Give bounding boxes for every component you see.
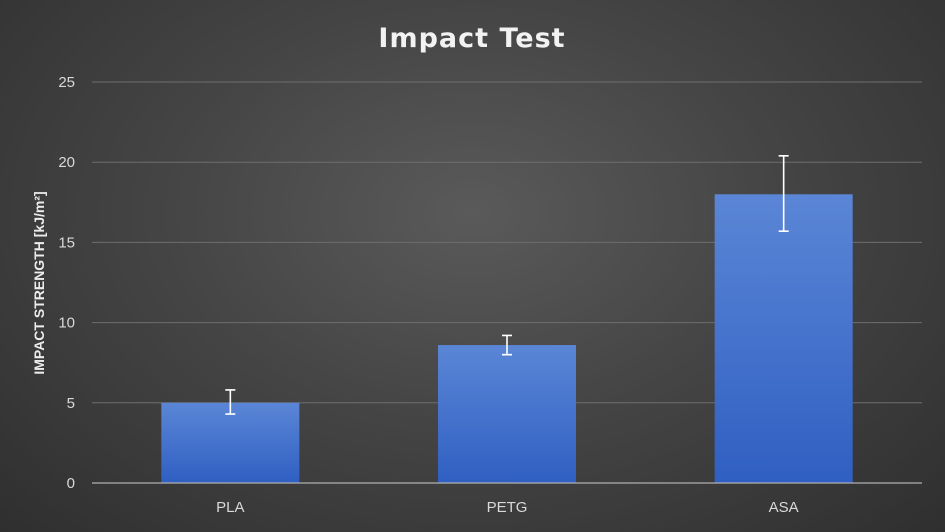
y-tick-label: 5 bbox=[67, 395, 75, 412]
x-tick-label: ASA bbox=[769, 499, 799, 516]
bar-petg bbox=[438, 345, 576, 483]
y-tick-label: 25 bbox=[58, 74, 75, 91]
y-tick-label: 0 bbox=[67, 475, 75, 492]
bar-asa bbox=[714, 194, 853, 483]
x-axis-ticks: PLA PETG ASA bbox=[216, 499, 799, 516]
y-axis-ticks: 0 5 10 15 20 25 bbox=[58, 74, 75, 492]
error-bar-petg bbox=[502, 334, 512, 356]
y-tick-label: 20 bbox=[58, 154, 75, 171]
error-bar-asa bbox=[778, 154, 789, 232]
bars bbox=[161, 194, 853, 483]
error-bar-pla bbox=[225, 389, 236, 415]
chart-title: Impact Test bbox=[378, 23, 565, 54]
y-axis-label: IMPACT STRENGTH [kJ/m²] bbox=[31, 191, 47, 374]
x-tick-label: PLA bbox=[216, 499, 244, 516]
x-tick-label: PETG bbox=[487, 499, 528, 516]
y-tick-label: 15 bbox=[58, 234, 75, 251]
y-tick-label: 10 bbox=[58, 315, 75, 332]
error-bars bbox=[225, 154, 789, 415]
bar-pla bbox=[161, 402, 300, 483]
